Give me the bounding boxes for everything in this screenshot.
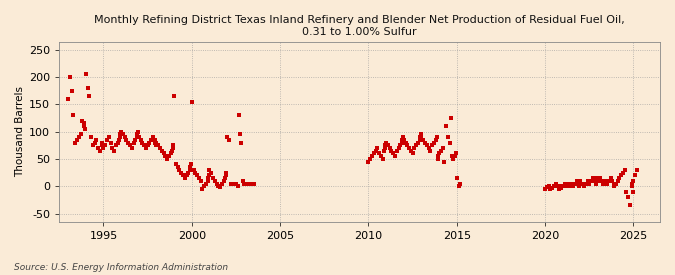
Y-axis label: Thousand Barrels: Thousand Barrels bbox=[15, 86, 25, 177]
Title: Monthly Refining District Texas Inland Refinery and Blender Net Production of Re: Monthly Refining District Texas Inland R… bbox=[95, 15, 625, 37]
Text: Source: U.S. Energy Information Administration: Source: U.S. Energy Information Administ… bbox=[14, 263, 227, 272]
